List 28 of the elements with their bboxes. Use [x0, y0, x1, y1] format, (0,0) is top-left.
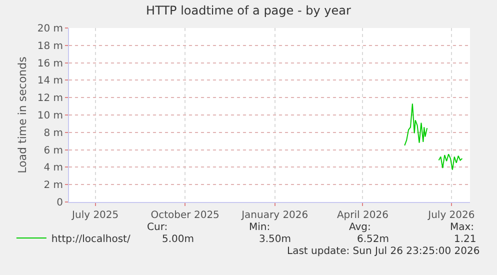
text: Last update: Sun Jul 26 23:25:00 2026: [287, 246, 480, 257]
y-tick-label: 4 m: [44, 162, 63, 174]
text: Cur:: [147, 222, 168, 233]
y-tick-label: 18 m: [37, 40, 63, 52]
text: 6.52m: [357, 234, 390, 245]
legend-label: http://localhost/: [51, 234, 131, 245]
y-axis-title: Load time in seconds: [16, 56, 29, 174]
y-tick-label: 10 m: [37, 110, 63, 122]
x-tick-label: January 2026: [240, 210, 308, 221]
chart-title: HTTP loadtime of a page - by year: [146, 3, 351, 18]
x-tick-label: April 2026: [336, 210, 388, 221]
text: Min:: [249, 222, 270, 233]
text: Max:: [450, 222, 474, 233]
y-tick-label: 16 m: [37, 58, 63, 70]
text: Avg:: [349, 222, 371, 233]
y-tick-label: 2 m: [44, 180, 63, 192]
x-tick-label: July 2025: [71, 210, 119, 221]
text: 3.50m: [259, 234, 292, 245]
y-tick-label: 12 m: [37, 93, 63, 104]
text: 1.21: [454, 234, 476, 245]
y-tick-label: 0: [56, 198, 63, 208]
x-tick-label: October 2025: [150, 210, 220, 221]
y-tick-label: 6 m: [44, 145, 63, 156]
text: 5.00m: [162, 234, 194, 245]
y-tick-label: 14 m: [37, 76, 63, 87]
y-tick-label: 8 m: [44, 128, 63, 139]
x-tick-label: July 2026: [427, 210, 475, 221]
y-tick-label: 20 m: [37, 24, 63, 34]
